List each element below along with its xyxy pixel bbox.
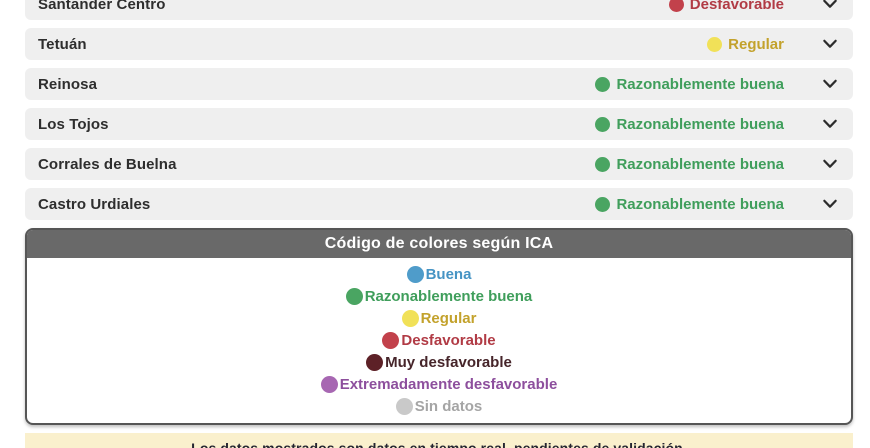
legend-item-desfavorable: Desfavorable	[27, 329, 851, 351]
chevron-down-icon[interactable]	[820, 114, 840, 134]
station-name: Corrales de Buelna	[38, 155, 177, 173]
legend-item-sin-datos: Sin datos	[27, 395, 851, 417]
station-row-reinosa[interactable]: Reinosa Razonablemente buena	[25, 68, 853, 100]
status-label: Razonablemente buena	[616, 75, 784, 93]
station-name: Los Tojos	[38, 115, 109, 133]
legend-box: Código de colores según ICA Buena Razona…	[25, 228, 853, 425]
chevron-down-icon[interactable]	[820, 194, 840, 214]
legend-label: Razonablemente buena	[364, 287, 533, 305]
legend-label: Desfavorable	[401, 331, 496, 349]
chevron-down-icon[interactable]	[820, 34, 840, 54]
legend-label: Regular	[420, 309, 477, 327]
station-list: Santander Centro Desfavorable Tetuán Reg…	[25, 0, 853, 220]
legend-dot	[406, 265, 424, 283]
legend-dot	[395, 397, 413, 415]
legend-label: Extremadamente desfavorable	[339, 375, 558, 393]
status-label: Desfavorable	[689, 0, 784, 13]
legend-dot	[345, 287, 363, 305]
legend-dot	[320, 375, 338, 393]
validation-notice: Los datos mostrados son datos en tiempo …	[25, 433, 853, 448]
legend-item-razonablemente-buena: Razonablemente buena	[27, 285, 851, 307]
station-row-castro-urdiales[interactable]: Castro Urdiales Razonablemente buena	[25, 188, 853, 220]
station-row-tetuan[interactable]: Tetuán Regular	[25, 28, 853, 60]
legend-label: Muy desfavorable	[385, 353, 512, 371]
legend-item-muy-desfavorable: Muy desfavorable	[27, 351, 851, 373]
station-row-corrales-de-buelna[interactable]: Corrales de Buelna Razonablemente buena	[25, 148, 853, 180]
status-dot	[668, 0, 684, 12]
station-name: Santander Centro	[38, 0, 166, 13]
status-label: Regular	[728, 35, 784, 53]
legend-title: Código de colores según ICA	[27, 230, 851, 258]
status-dot	[707, 36, 723, 52]
chevron-down-icon[interactable]	[820, 154, 840, 174]
status-dot	[595, 196, 611, 212]
station-name: Tetuán	[38, 35, 87, 53]
legend-body: Buena Razonablemente buena Regular Desfa…	[27, 258, 851, 423]
status-label: Razonablemente buena	[616, 155, 784, 173]
station-row-santander-centro[interactable]: Santander Centro Desfavorable	[25, 0, 853, 20]
station-name: Reinosa	[38, 75, 98, 93]
station-row-los-tojos[interactable]: Los Tojos Razonablemente buena	[25, 108, 853, 140]
validation-notice-text: Los datos mostrados son datos en tiempo …	[191, 440, 687, 448]
status-label: Razonablemente buena	[616, 195, 784, 213]
status-dot	[595, 116, 611, 132]
legend-item-extremadamente-desfavorable: Extremadamente desfavorable	[27, 373, 851, 395]
station-name: Castro Urdiales	[38, 195, 151, 213]
legend-item-regular: Regular	[27, 307, 851, 329]
chevron-down-icon[interactable]	[820, 74, 840, 94]
legend-label: Sin datos	[414, 397, 483, 415]
legend-dot	[366, 353, 384, 371]
status-label: Razonablemente buena	[616, 115, 784, 133]
status-dot	[595, 156, 611, 172]
legend-item-buena: Buena	[27, 263, 851, 285]
legend-dot	[382, 331, 400, 349]
legend-label: Buena	[425, 265, 472, 283]
status-dot	[595, 76, 611, 92]
legend-dot	[401, 309, 419, 327]
chevron-down-icon[interactable]	[820, 0, 840, 14]
